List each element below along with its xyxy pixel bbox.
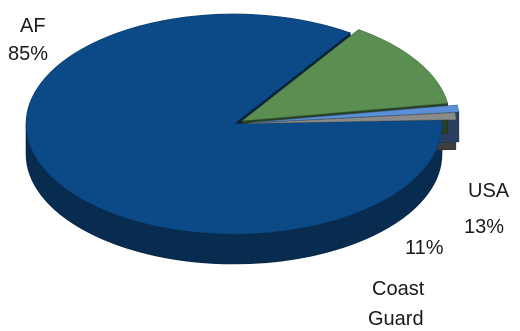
- pie-slices: [25, 13, 460, 265]
- slice-label-coast-guard-line1: Coast: [372, 278, 425, 300]
- slice-usa: [241, 29, 449, 122]
- slice-label-usa: USA: [468, 180, 510, 202]
- slice-label-coast-guard-line2: Guard: [368, 308, 424, 330]
- slice-af: [25, 13, 443, 235]
- slice-label-af: AF: [20, 15, 46, 37]
- slice-value-af: 85%: [8, 43, 48, 65]
- slice-slice-3: [247, 112, 457, 124]
- slice-coast-guard: [251, 104, 460, 123]
- data-label-annotation: 11%: [405, 237, 444, 259]
- slice-value-usa: 13%: [464, 216, 504, 238]
